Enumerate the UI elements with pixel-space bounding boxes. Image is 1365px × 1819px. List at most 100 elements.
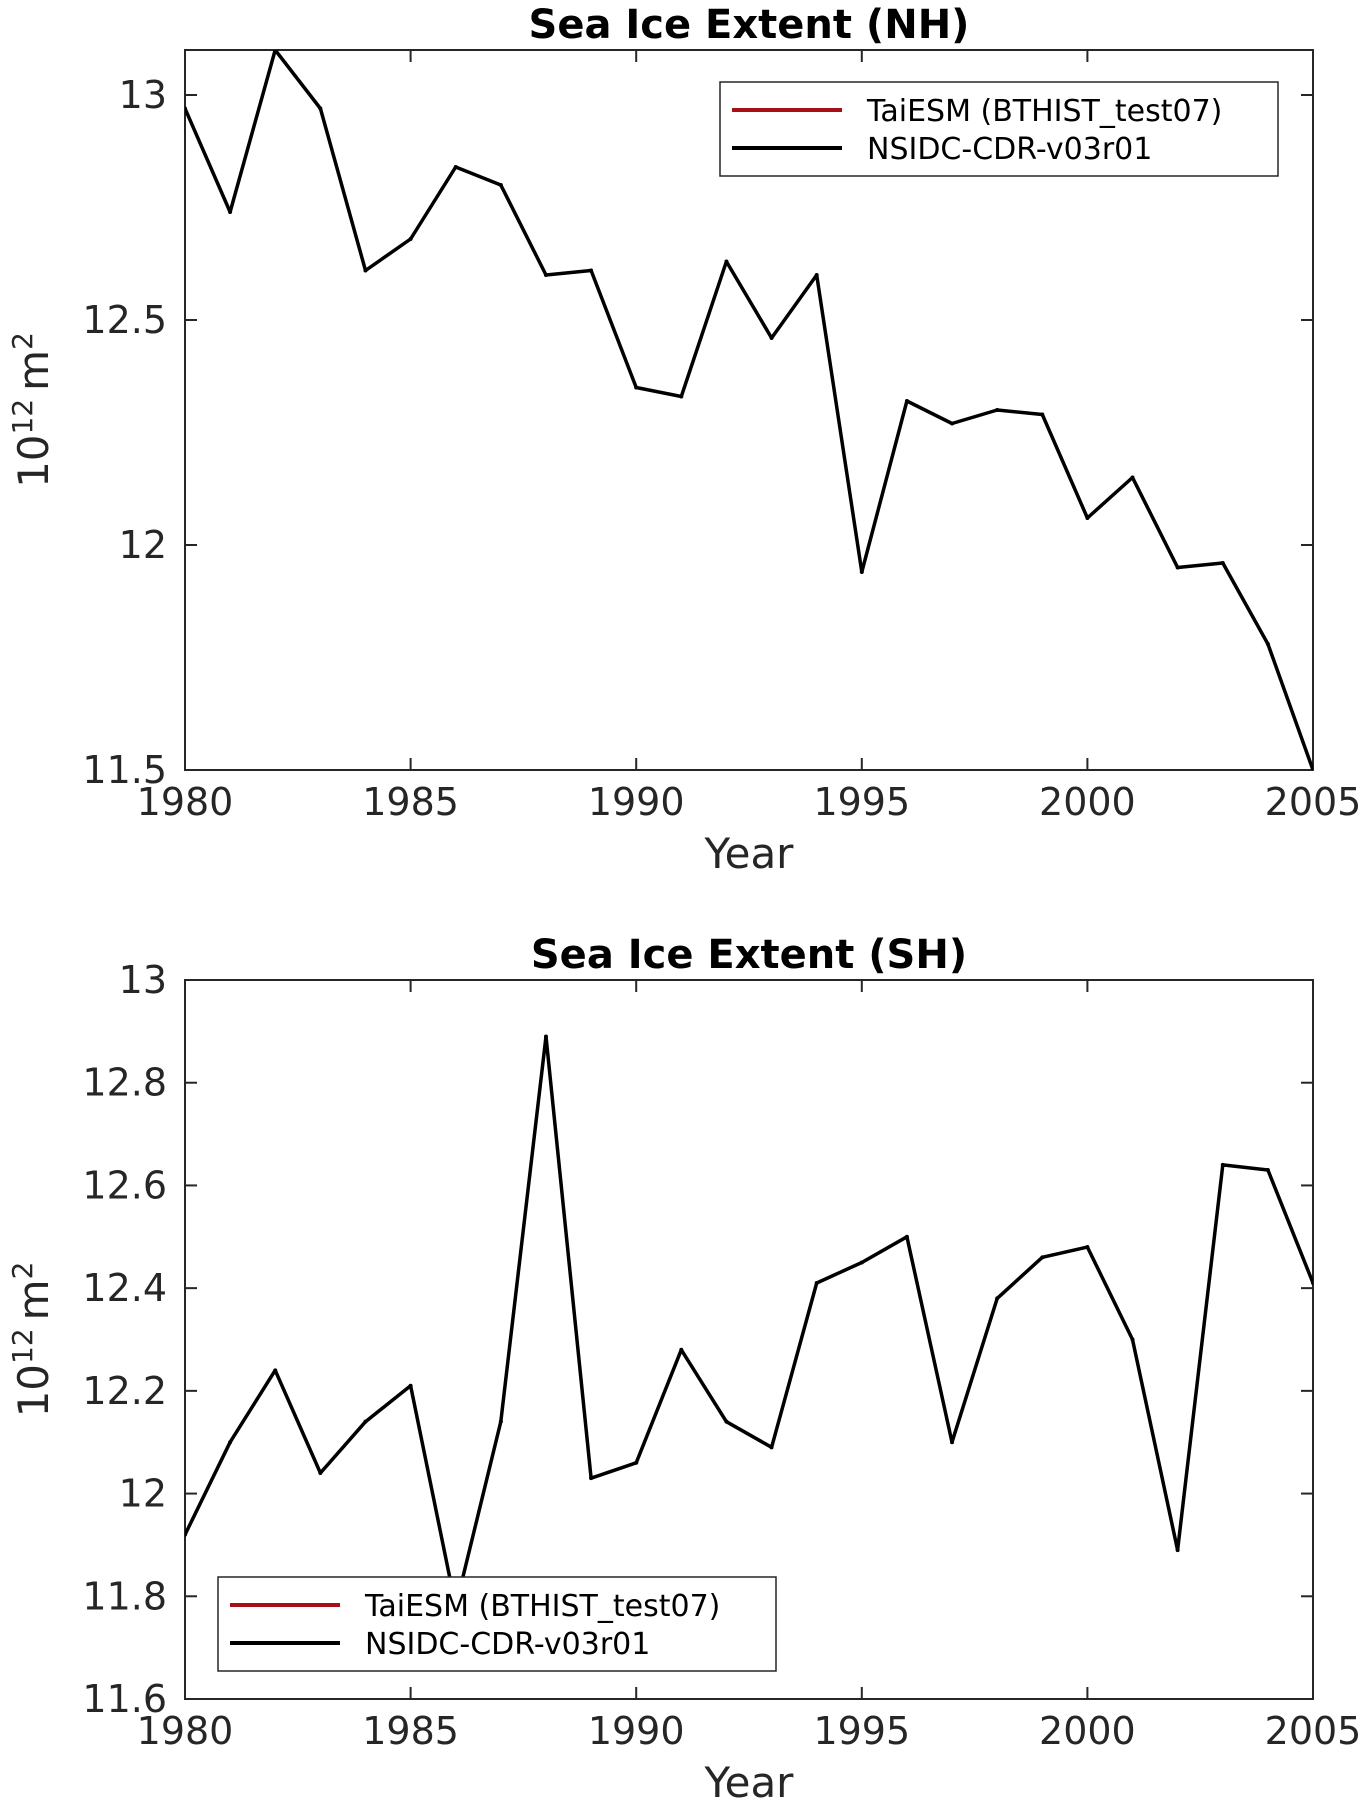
legend-label-1: TaiESM (BTHIST_test07) [364,1589,720,1624]
y-axis-label-unit: m [9,1279,58,1320]
y-axis-label: 1012 m2 [6,1262,58,1418]
data-point [185,106,187,111]
data-point [1175,565,1180,570]
x-tick-label: 1985 [362,780,459,824]
data-point [1085,516,1090,520]
data-point [769,1445,774,1450]
data-point [904,399,909,403]
data-point [769,336,774,340]
data-point [589,268,594,273]
y-axis-label-unit-exponent: 2 [6,332,39,350]
x-tick-label: 1980 [137,1709,234,1753]
x-tick-label: 1995 [813,780,910,824]
data-point [1265,642,1270,646]
data-point [408,1383,413,1388]
x-axis-label: Year [704,829,795,878]
data-point [363,268,368,273]
y-tick-label: 12.2 [82,1369,167,1413]
plot-area-box [184,49,1314,771]
data-point [318,106,323,111]
y-tick-label: 11.6 [82,1677,167,1721]
data-point [273,50,278,52]
legend-label-2: NSIDC-CDR-v03r01 [365,1627,650,1662]
data-point [995,1296,1000,1301]
data-point [995,408,1000,412]
data-point [408,237,413,241]
y-tick-label: 12.4 [82,1266,167,1310]
data-point [1175,1548,1180,1553]
y-axis-label-exponent: 12 [6,1328,39,1364]
plot-area-box [184,979,1314,1700]
data-point [814,273,819,277]
data-point [679,394,684,399]
data-point [1085,1245,1090,1250]
data-point [950,1440,955,1445]
data-point [634,1460,639,1465]
x-tick-label: 2005 [1265,780,1362,824]
data-point [679,1347,684,1352]
data-point [724,259,729,264]
data-point [228,210,233,214]
data-point [1040,412,1045,417]
x-axis-label: Year [704,1758,795,1807]
data-point [1311,1281,1313,1286]
data-point [318,1471,323,1476]
legend-box [719,81,1279,177]
legend: TaiESM (BTHIST_test07)NSIDC-CDR-v03r01 [217,1576,777,1672]
y-tick-label: 13 [119,958,167,1002]
chart-title: Sea Ice Extent (SH) [531,932,967,978]
x-tick-label: 1990 [588,780,685,824]
data-point [228,1440,233,1445]
x-tick-label: 1980 [137,780,234,824]
x-tick-label: 1985 [362,1709,459,1753]
y-axis-label-base: 10 [9,434,58,487]
y-tick-label: 12 [119,1472,167,1516]
chart-panel-1: Sea Ice Extent (NH) 1980 1985 1990 1995 2000 2… [6,2,1361,878]
y-tick-label: 12 [119,523,167,567]
data-point [859,570,864,574]
data-point [814,1281,819,1286]
y-tick-label: 12.8 [82,1061,167,1105]
y-tick-label: 13 [119,73,167,117]
y-tick-label: 12.5 [82,298,167,342]
data-point [1311,768,1313,770]
legend-label-1: TaiESM (BTHIST_test07) [866,94,1222,129]
data-point [185,1532,187,1537]
data-point [904,1234,909,1239]
data-point [1040,1255,1045,1260]
y-tick-label: 11.8 [82,1574,167,1618]
chart-title: Sea Ice Extent (NH) [529,2,970,48]
series-line-2 [185,50,1313,770]
chart-panel-2: Sea Ice Extent (SH) 1980 1985 1990 1995 2000 2… [6,932,1361,1807]
y-axis-label-unit: m [9,350,58,391]
y-axis-label-unit-exponent: 2 [6,1262,39,1280]
y-tick-label: 12.6 [82,1163,167,1207]
y-axis-label-exponent: 12 [6,399,39,435]
data-point [634,385,639,390]
data-point [498,183,503,187]
x-tick-label: 1995 [813,1709,910,1753]
data-point [859,1260,864,1265]
y-axis-label-base: 10 [9,1364,58,1417]
data-point [589,1476,594,1481]
data-point [543,273,548,277]
y-tick-label: 11.5 [82,748,167,792]
data-point [1130,475,1135,480]
data-point [273,1368,278,1373]
x-tick-label: 1990 [588,1709,685,1753]
data-point [498,1419,503,1424]
series-line-2 [185,1034,1313,1609]
legend: TaiESM (BTHIST_test07)NSIDC-CDR-v03r01 [719,81,1279,177]
y-axis-label: 1012 m2 [6,332,58,488]
data-point [724,1419,729,1424]
data-point [543,1034,548,1039]
data-point [1130,1337,1135,1342]
data-point [950,421,955,426]
data-point [1220,561,1225,565]
data-point [1220,1162,1225,1167]
legend-label-2: NSIDC-CDR-v03r01 [867,132,1152,167]
data-point [363,1419,368,1424]
data-point [453,165,458,169]
x-tick-label: 2000 [1039,1709,1136,1753]
